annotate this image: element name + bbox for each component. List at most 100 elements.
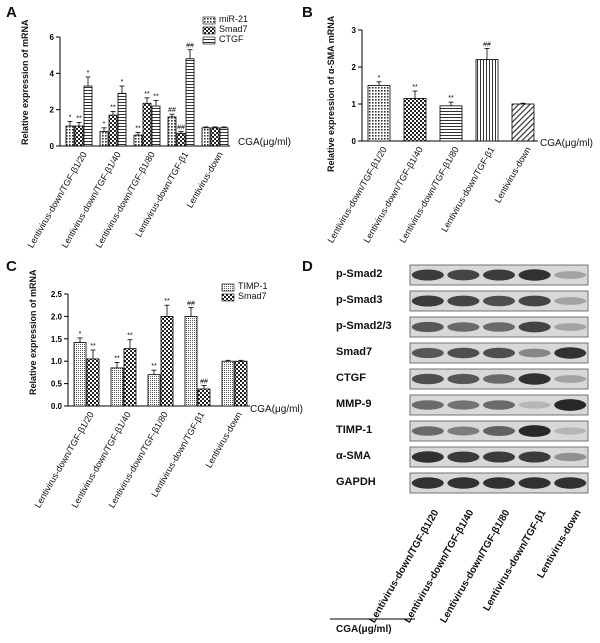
chart-c-ylabel: Relative expression of mRNA (28, 269, 38, 395)
chart-a-bar (210, 127, 220, 147)
blot-band (447, 347, 480, 359)
blot-band (411, 426, 444, 436)
chart-c-legend-label: TIMP-1 (238, 281, 268, 291)
blot-band (447, 451, 480, 463)
chart-a-significance-mark: * (121, 79, 124, 86)
blot-band (554, 323, 587, 331)
blot-band (518, 477, 551, 489)
blot-band (554, 375, 587, 383)
blot-row-label-8: GAPDH (336, 476, 376, 488)
chart-a-cga-label: CGA(μg/ml) (238, 137, 291, 148)
blot-band (482, 347, 516, 359)
chart-b-significance-mark: ## (483, 42, 491, 49)
chart-a-significance-mark: * (87, 70, 90, 77)
blot-band (411, 451, 444, 463)
chart-c-cga-label: CGA(μg/ml) (250, 404, 303, 415)
blot-band (518, 269, 551, 281)
chart-b-bar (475, 59, 499, 142)
blot-band (554, 477, 587, 489)
chart-b-bar (511, 103, 535, 142)
blot-band (411, 295, 444, 307)
chart-c-ytick-label: 2.5 (51, 290, 63, 299)
chart-a-ylabel: Relative expression of mRNA (20, 19, 30, 145)
chart-a-ytick-label: 2 (50, 106, 55, 115)
chart-b-ytick-label: 2 (352, 63, 357, 72)
blot-band (447, 373, 480, 385)
blot-row-label-1: p-Smad3 (336, 294, 383, 306)
chart-a-bar (142, 102, 152, 147)
chart-a-significance-mark: ## (168, 107, 176, 114)
blot-band (447, 322, 480, 332)
chart-b-significance-mark: * (378, 75, 381, 82)
chart-c-bar (234, 360, 248, 407)
chart-c-significance-mark: ## (187, 300, 195, 307)
chart-a-bar (74, 125, 84, 147)
chart-c-bar (73, 341, 87, 407)
blot-row-label-5: MMP-9 (336, 398, 372, 410)
chart-a-significance-mark: ## (186, 43, 194, 50)
chart-a-legend-swatch (202, 16, 216, 25)
chart-a-ytick-label: 4 (50, 69, 55, 78)
chart-a-bar (176, 132, 186, 147)
panel-letter-b: B (302, 4, 313, 21)
blot-band (447, 426, 480, 436)
chart-c-bar (123, 348, 137, 407)
blot-row-label-4: CTGF (336, 372, 366, 384)
blot-band (518, 425, 551, 437)
chart-b-ytick-label: 1 (352, 100, 357, 109)
chart-a-significance-mark: * (69, 114, 72, 121)
chart-a-bar (151, 105, 161, 147)
chart-c-legend-swatch (221, 283, 235, 292)
chart-c-legend-label: Smad7 (238, 291, 267, 301)
chart-a-significance-mark: ** (76, 115, 82, 122)
chart-c-bar (86, 358, 100, 407)
chart-c: 0.00.51.01.52.02.5*********** #### (51, 283, 250, 411)
blot-band (518, 348, 551, 358)
blot-band (411, 400, 444, 410)
chart-b-ylabel: Relative expression of α-SMA mRNA (326, 15, 336, 172)
chart-c-bar (110, 367, 124, 407)
chart-a-bar (83, 85, 93, 147)
panel-letter-c: C (6, 258, 17, 275)
chart-c-ytick-label: 0.5 (51, 380, 63, 389)
blot-band (518, 373, 551, 385)
chart-c-bar (197, 388, 211, 407)
blot-band (518, 321, 551, 333)
chart-c-significance-mark: ** (114, 356, 120, 363)
chart-a-bar (108, 114, 118, 147)
blot-band (447, 477, 480, 489)
chart-a-significance-mark: ** (153, 94, 159, 101)
chart-b-bar (403, 98, 427, 142)
chart-c-bar (221, 360, 235, 407)
blot-row-label-2: p-Smad2/3 (336, 320, 392, 332)
chart-a-bar (185, 58, 195, 147)
chart-c-legend-swatch (221, 293, 235, 302)
blot-band (482, 451, 516, 463)
chart-a-bar (99, 131, 109, 147)
blot-band (482, 400, 516, 410)
blot-band (447, 269, 480, 281)
blot-row-label-6: TIMP-1 (336, 424, 373, 436)
chart-c-significance-mark: ** (90, 343, 96, 350)
blot-band (411, 321, 444, 333)
chart-c-bar (160, 315, 174, 407)
blot-band (554, 271, 587, 279)
blot-band (482, 322, 516, 332)
blot-band (447, 295, 480, 307)
chart-c-significance-mark: * (79, 331, 82, 338)
chart-a-legend-label: CTGF (219, 34, 244, 44)
chart-a-legend-swatch (202, 36, 216, 45)
blot-band (411, 269, 444, 281)
blot-band (518, 401, 551, 409)
western-blot (330, 264, 589, 620)
blot-band (518, 295, 551, 307)
chart-a-bar (167, 116, 177, 147)
blot-band (482, 477, 516, 489)
panel-letter-d: D (302, 258, 313, 275)
blot-band (554, 452, 587, 462)
blot-band (518, 451, 551, 463)
chart-c-ytick-label: 2.0 (51, 312, 63, 321)
chart-c-significance-mark: ## (200, 378, 208, 385)
